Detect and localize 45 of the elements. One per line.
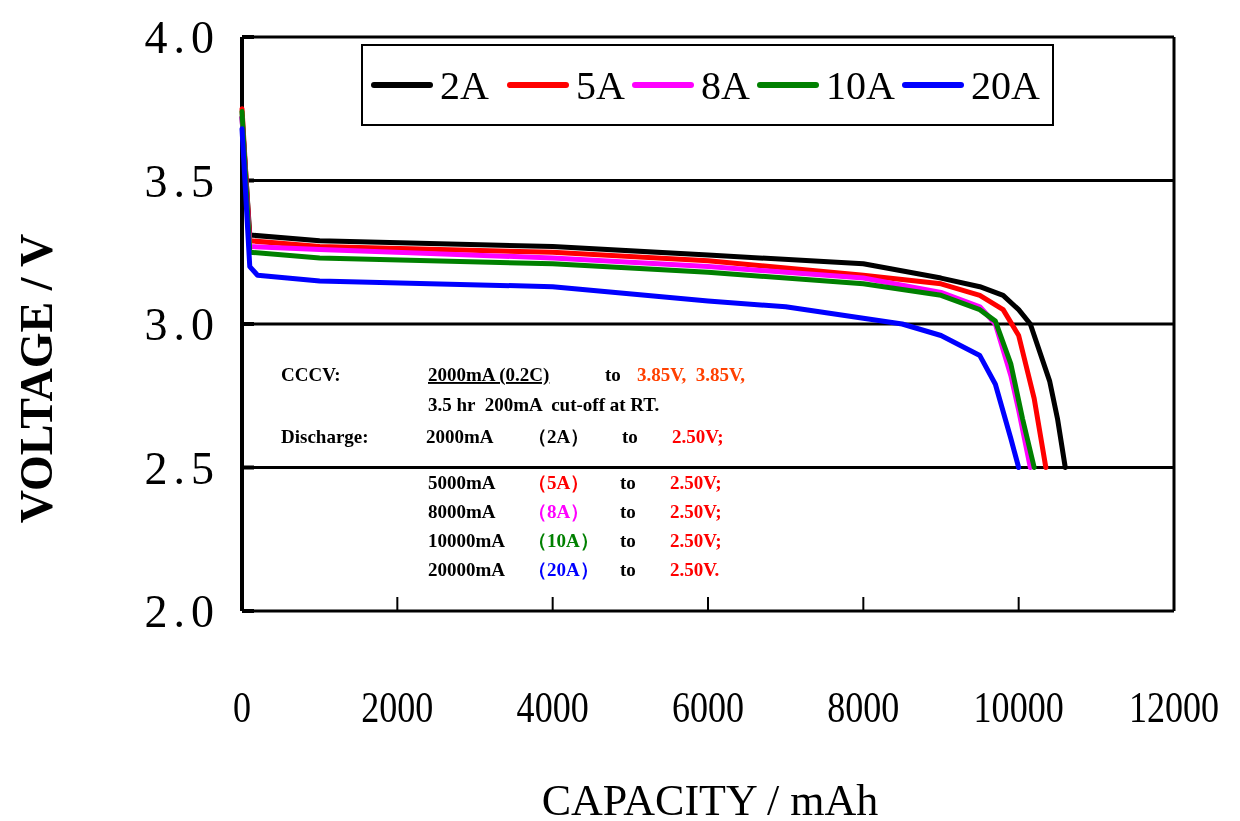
annotation: 2.50V;	[670, 501, 722, 522]
annotation: to	[605, 364, 621, 385]
x-tick-label: 0	[232, 682, 252, 732]
annotation: 2000mA (0.2C)	[428, 364, 550, 386]
annotation: 3.5 hr 200mA cut-off at RT.	[428, 394, 660, 415]
annotation: 5000mA	[428, 472, 496, 493]
legend-label: 2A	[440, 63, 489, 108]
legend-label: 10A	[826, 63, 895, 108]
annotation: Discharge:	[281, 426, 369, 447]
x-tick-label: 8000	[827, 682, 900, 732]
y-tick-label: 3.5	[144, 155, 220, 207]
x-tick-label: 12000	[1128, 682, 1220, 732]
annotation: 2.50V.	[670, 559, 720, 580]
annotation: 2.50V;	[672, 426, 724, 447]
annotation: 2.50V;	[670, 530, 722, 551]
annotation: 2000mA	[426, 426, 494, 447]
y-axis-title: VOLTAGE / V	[11, 233, 62, 524]
y-tick-label: 2.0	[144, 586, 220, 638]
annotation: to	[620, 501, 636, 522]
annotation: 8000mA	[428, 501, 496, 522]
x-tick-label: 4000	[516, 682, 589, 732]
y-tick-label: 4.0	[144, 12, 220, 64]
annotation: CCCV:	[281, 364, 341, 385]
y-tick-label: 3.0	[144, 299, 220, 351]
annotation: （2A）	[528, 426, 590, 447]
annotation: （8A）	[528, 501, 590, 522]
annotation: （10A）	[528, 530, 599, 551]
annotation: （5A）	[528, 472, 590, 493]
annotation: 3.85V, 3.85V,	[637, 364, 746, 385]
annotation: to	[620, 559, 636, 580]
annotation: to	[620, 472, 636, 493]
legend-label: 5A	[576, 63, 625, 108]
annotation: 20000mA	[428, 559, 506, 580]
annotation: 10000mA	[428, 530, 506, 551]
annotation: to	[620, 530, 636, 551]
annotation: （20A）	[528, 559, 599, 580]
x-tick-label: 6000	[671, 682, 745, 732]
x-tick-label: 2000	[361, 682, 434, 732]
y-tick-label: 2.5	[144, 442, 220, 494]
legend-label: 8A	[701, 63, 750, 108]
x-tick-label: 10000	[973, 682, 1064, 732]
legend-label: 20A	[971, 63, 1040, 108]
annotation: 2.50V;	[670, 472, 722, 493]
x-axis-title: CAPACITY / mAh	[541, 776, 879, 821]
annotation: to	[622, 426, 638, 447]
